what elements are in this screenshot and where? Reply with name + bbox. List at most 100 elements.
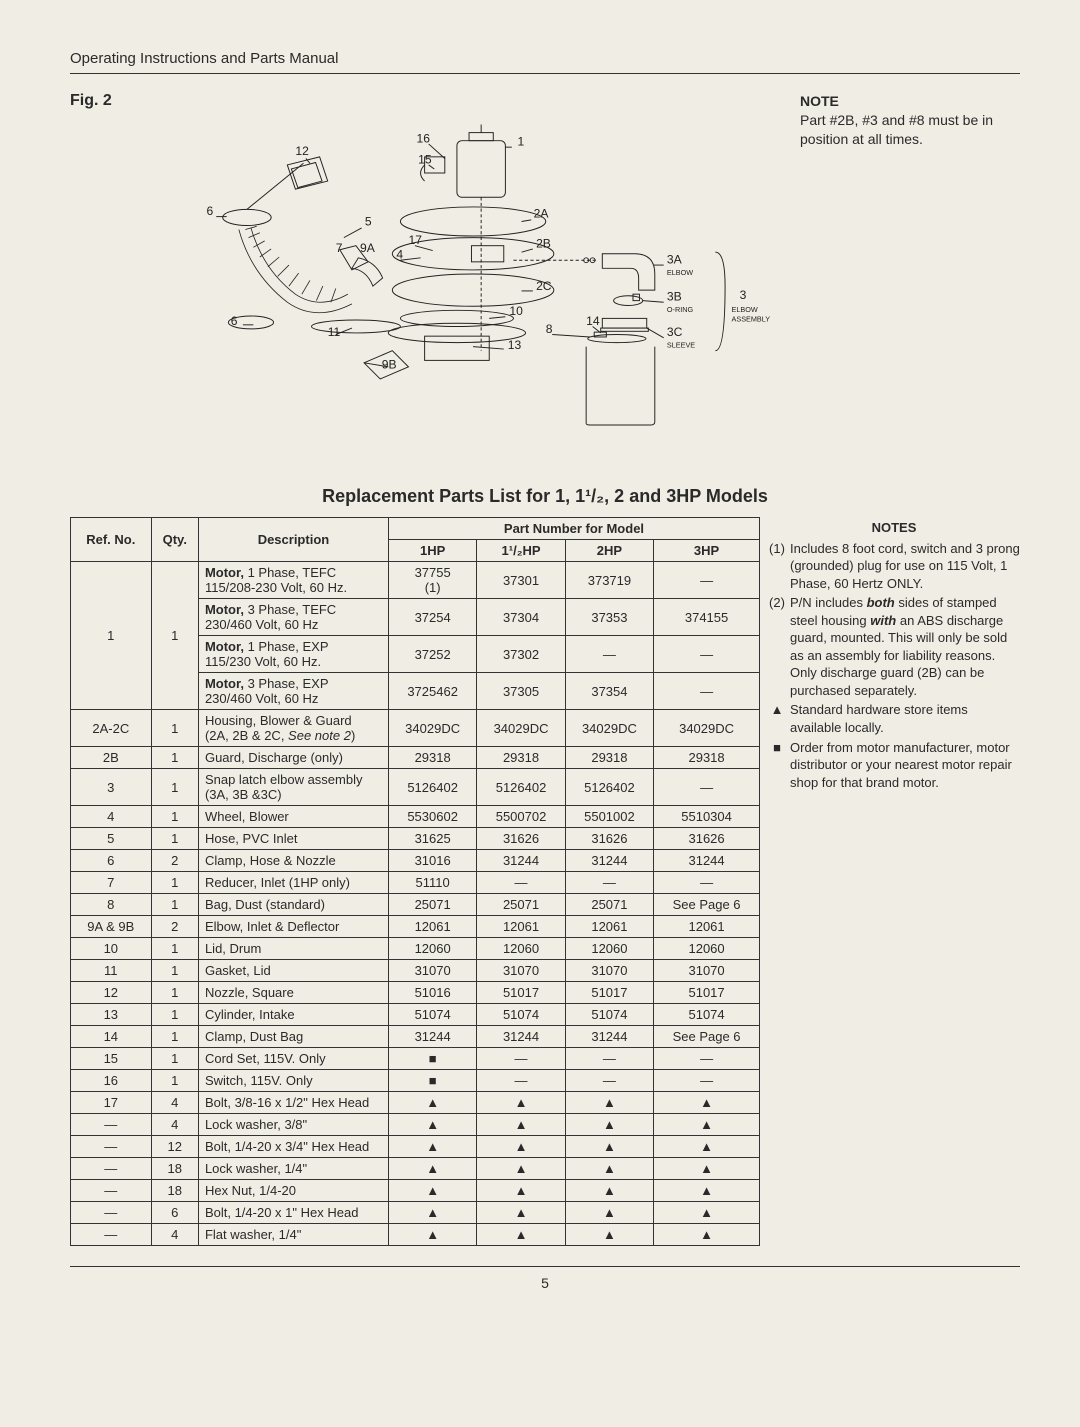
- cell-desc: Bolt, 3/8-16 x 1/2" Hex Head: [198, 1092, 388, 1114]
- table-row: 62Clamp, Hose & Nozzle310163124431244312…: [71, 850, 760, 872]
- cell-pn: 34029DC: [565, 710, 653, 747]
- cell-pn: 374155: [654, 599, 760, 636]
- cell-ref: 10: [71, 938, 152, 960]
- cell-pn: 12061: [565, 916, 653, 938]
- cell-desc: Clamp, Hose & Nozzle: [198, 850, 388, 872]
- svg-text:2A: 2A: [534, 206, 550, 220]
- cell-pn: 31244: [565, 850, 653, 872]
- cell-pn: 51074: [654, 1004, 760, 1026]
- table-row: 11Motor, 1 Phase, TEFC115/208-230 Volt, …: [71, 562, 760, 599]
- svg-text:14: 14: [586, 314, 600, 328]
- svg-text:SLEEVE: SLEEVE: [667, 340, 695, 349]
- note-text: Standard hardware store items available …: [790, 701, 1020, 736]
- svg-text:9B: 9B: [382, 357, 397, 371]
- cell-pn: 31070: [477, 960, 565, 982]
- page: Operating Instructions and Parts Manual …: [0, 0, 1080, 1321]
- cell-desc: Bolt, 1/4-20 x 1" Hex Head: [198, 1202, 388, 1224]
- svg-text:15: 15: [418, 152, 432, 166]
- cell-desc: Hex Nut, 1/4-20: [198, 1180, 388, 1202]
- note-item: ■Order from motor manufacturer, motor di…: [768, 739, 1020, 792]
- cell-pn: 37305: [477, 673, 565, 710]
- table-row: —18Hex Nut, 1/4-20▲▲▲▲: [71, 1180, 760, 1202]
- cell-desc: Bag, Dust (standard): [198, 894, 388, 916]
- svg-text:10: 10: [509, 304, 523, 318]
- cell-ref: 11: [71, 960, 152, 982]
- cell-desc: Snap latch elbow assembly(3A, 3B &3C): [198, 769, 388, 806]
- cell-pn: 31070: [388, 960, 476, 982]
- page-number: 5: [70, 1266, 1020, 1291]
- cell-pn: 51017: [565, 982, 653, 1004]
- cell-pn: 12060: [565, 938, 653, 960]
- note-title: NOTE: [800, 92, 1020, 111]
- cell-pn: ▲: [654, 1136, 760, 1158]
- cell-pn: 29318: [477, 747, 565, 769]
- table-row: 141Clamp, Dust Bag312443124431244See Pag…: [71, 1026, 760, 1048]
- cell-pn: 25071: [565, 894, 653, 916]
- svg-text:ASSEMBLY: ASSEMBLY: [732, 315, 771, 324]
- note-item: ▲Standard hardware store items available…: [768, 701, 1020, 736]
- svg-text:1: 1: [518, 135, 525, 149]
- cell-pn: 31244: [477, 1026, 565, 1048]
- cell-pn: ▲: [565, 1224, 653, 1246]
- cell-pn: 31070: [565, 960, 653, 982]
- manual-header: Operating Instructions and Parts Manual: [70, 50, 1020, 74]
- cell-pn: ■: [388, 1070, 476, 1092]
- cell-pn: ▲: [477, 1092, 565, 1114]
- svg-text:16: 16: [417, 131, 431, 145]
- cell-pn: 29318: [565, 747, 653, 769]
- cell-pn: 12060: [388, 938, 476, 960]
- cell-pn: —: [654, 769, 760, 806]
- cell-pn: 37252: [388, 636, 476, 673]
- cell-ref: 4: [71, 806, 152, 828]
- cell-ref: 6: [71, 850, 152, 872]
- cell-pn: ▲: [565, 1180, 653, 1202]
- cell-pn: —: [477, 1070, 565, 1092]
- cell-pn: ▲: [654, 1224, 760, 1246]
- table-row: 31Snap latch elbow assembly(3A, 3B &3C)5…: [71, 769, 760, 806]
- notes-title: NOTES: [768, 519, 1020, 537]
- cell-pn: 5126402: [477, 769, 565, 806]
- cell-pn: ▲: [388, 1180, 476, 1202]
- cell-pn: 5500702: [477, 806, 565, 828]
- cell-desc: Cylinder, Intake: [198, 1004, 388, 1026]
- cell-pn: ▲: [565, 1136, 653, 1158]
- table-row: 81Bag, Dust (standard)250712507125071See…: [71, 894, 760, 916]
- svg-text:6: 6: [207, 204, 214, 218]
- cell-desc: Nozzle, Square: [198, 982, 388, 1004]
- cell-pn: ▲: [477, 1114, 565, 1136]
- cell-qty: 18: [151, 1158, 198, 1180]
- cell-pn: 5126402: [388, 769, 476, 806]
- cell-ref: 2B: [71, 747, 152, 769]
- cell-pn: —: [654, 636, 760, 673]
- cell-pn: ▲: [565, 1158, 653, 1180]
- parts-table-wrap: Ref. No. Qty. Description Part Number fo…: [70, 517, 760, 1246]
- cell-pn: —: [565, 1070, 653, 1092]
- table-row: 2B1Guard, Discharge (only)29318293182931…: [71, 747, 760, 769]
- cell-pn: ▲: [388, 1158, 476, 1180]
- cell-desc: Bolt, 1/4-20 x 3/4" Hex Head: [198, 1136, 388, 1158]
- cell-pn: ▲: [477, 1224, 565, 1246]
- cell-pn: 12060: [477, 938, 565, 960]
- figure-note: NOTE Part #2B, #3 and #8 must be in posi…: [800, 88, 1020, 149]
- cell-qty: 1: [151, 562, 198, 710]
- note-text: Includes 8 foot cord, switch and 3 prong…: [790, 540, 1020, 593]
- cell-qty: 12: [151, 1136, 198, 1158]
- cell-pn: ▲: [654, 1180, 760, 1202]
- cell-pn: 51074: [388, 1004, 476, 1026]
- cell-pn: ▲: [388, 1202, 476, 1224]
- parts-table: Ref. No. Qty. Description Part Number fo…: [70, 517, 760, 1246]
- cell-pn: 12061: [654, 916, 760, 938]
- figure-label: Fig. 2: [70, 88, 130, 110]
- cell-pn: —: [477, 1048, 565, 1070]
- svg-text:12: 12: [295, 144, 309, 158]
- col-desc: Description: [198, 518, 388, 562]
- cell-desc: Lock washer, 1/4": [198, 1158, 388, 1180]
- note-marker: ■: [768, 739, 786, 792]
- col-model: 1¹/₂HP: [477, 540, 565, 562]
- note-text: Part #2B, #3 and #8 must be in position …: [800, 111, 1020, 149]
- cell-pn: 31626: [565, 828, 653, 850]
- cell-pn: 12061: [477, 916, 565, 938]
- cell-qty: 1: [151, 747, 198, 769]
- note-marker: (1): [768, 540, 786, 593]
- cell-pn: —: [565, 1048, 653, 1070]
